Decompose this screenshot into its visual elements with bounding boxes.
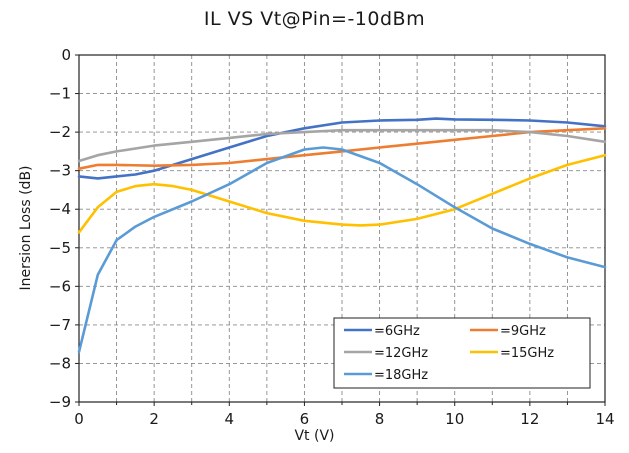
x-tick-label: 10 bbox=[445, 410, 464, 428]
chart-title: IL VS Vt@Pin=-10dBm bbox=[203, 8, 426, 30]
x-tick-label: 8 bbox=[375, 410, 385, 428]
x-tick-label: 4 bbox=[225, 410, 235, 428]
series-line-6ghz bbox=[77, 117, 607, 180]
y-tick-label: −6 bbox=[49, 277, 71, 295]
series-line-15ghz bbox=[77, 153, 607, 234]
legend-label: =12GHz bbox=[374, 346, 428, 361]
x-tick-label: 14 bbox=[595, 410, 614, 428]
y-tick-label: −9 bbox=[49, 393, 71, 411]
y-tick-label: 0 bbox=[61, 46, 71, 64]
x-tick-label: 12 bbox=[520, 410, 539, 428]
legend-label: =6GHz bbox=[374, 324, 420, 339]
x-axis-label: Vt (V) bbox=[294, 428, 335, 444]
series-line-12ghz bbox=[77, 128, 607, 163]
x-tick-label: 0 bbox=[74, 410, 84, 428]
y-tick-label: −3 bbox=[49, 162, 71, 180]
y-tick-label: −4 bbox=[49, 200, 71, 218]
y-tick-label: −7 bbox=[49, 316, 71, 334]
y-tick-label: −8 bbox=[49, 354, 71, 372]
series-line-9ghz bbox=[77, 127, 607, 170]
y-tick-label: −5 bbox=[49, 239, 71, 257]
legend-label: =9GHz bbox=[500, 324, 546, 339]
legend-label: =18GHz bbox=[374, 368, 428, 383]
x-tick-label: 6 bbox=[300, 410, 310, 428]
x-tick-label: 2 bbox=[149, 410, 159, 428]
legend-label: =15GHz bbox=[500, 346, 554, 361]
legend-box bbox=[333, 317, 591, 389]
y-tick-label: −2 bbox=[49, 123, 71, 141]
y-tick-label: −1 bbox=[49, 85, 71, 103]
series-line-18ghz bbox=[77, 146, 607, 354]
